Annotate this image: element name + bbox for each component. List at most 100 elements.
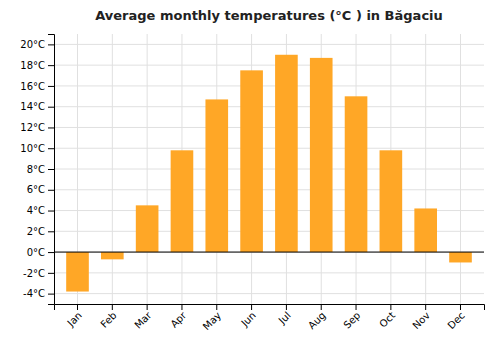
y-tick-label: 10°C	[20, 143, 45, 154]
y-grid-line	[54, 272, 484, 273]
x-tick-label: Sep	[341, 310, 362, 331]
x-tick-mark	[216, 304, 217, 310]
y-tick-mark	[48, 273, 54, 274]
x-grid-line	[112, 34, 113, 304]
y-tick: 18°C	[20, 60, 54, 71]
x-tick: Jun	[238, 304, 258, 329]
y-tick-label: -2°C	[23, 268, 45, 279]
x-tick-mark	[147, 304, 148, 310]
y-tick: 16°C	[20, 81, 54, 92]
x-tick: Mar	[132, 304, 154, 331]
y-tick-mark	[48, 127, 54, 128]
y-tick-label: 4°C	[27, 205, 45, 216]
y-tick-label: 12°C	[20, 122, 45, 133]
zero-line	[54, 252, 484, 253]
y-tick: 8°C	[27, 164, 54, 175]
y-grid-line	[54, 85, 484, 86]
y-grid-line	[54, 106, 484, 107]
x-axis: Jan Feb Mar Apr May Jun Jul Aug Sep Oct Nov Dec	[55, 304, 485, 332]
y-tick-label: 0°C	[27, 247, 45, 258]
plot-area: Jan Feb Mar Apr May Jun Jul Aug Sep Oct Nov Dec -4°C…	[20, 34, 484, 332]
x-tick: Apr	[168, 304, 189, 330]
y-tick-mark	[48, 231, 54, 232]
bar	[66, 252, 89, 291]
y-tick-mark	[48, 65, 54, 66]
x-tick-label: Jun	[238, 310, 258, 330]
y-grid-line	[54, 293, 484, 294]
y-tick-mark	[48, 107, 54, 108]
y-axis: -4°C -2°C 0°C 2°C 4°C 6°C 8°C 10°C 12°C 14°C 16°C 1…	[20, 35, 54, 305]
y-grid-line	[54, 169, 484, 170]
x-tick: Oct	[377, 304, 397, 330]
bar	[101, 252, 124, 259]
y-axis-line	[48, 35, 55, 305]
x-tick: May	[201, 304, 223, 332]
y-tick-label: 6°C	[27, 184, 45, 195]
y-grid-line	[54, 189, 484, 190]
y-tick-mark	[48, 169, 54, 170]
y-tick: 0°C	[27, 247, 54, 258]
x-tick: Jul	[276, 304, 293, 327]
bars	[54, 55, 484, 292]
y-grid-line	[54, 252, 484, 253]
x-tick-label: Feb	[98, 310, 118, 330]
y-grid-line	[54, 65, 484, 66]
chart-container: Jan Feb Mar Apr May Jun Jul Aug Sep Oct Nov Dec -4°C…	[0, 0, 500, 350]
x-tick-label: Jul	[276, 310, 293, 327]
bar	[240, 70, 263, 252]
y-tick: 4°C	[27, 205, 54, 216]
x-axis-line	[55, 305, 485, 311]
x-tick: Nov	[410, 304, 432, 331]
y-tick-label: 14°C	[20, 101, 45, 112]
bar	[275, 55, 298, 252]
grid	[54, 34, 484, 304]
x-grid-line	[460, 34, 461, 304]
y-tick-mark	[48, 86, 54, 87]
x-tick-label: Nov	[410, 310, 432, 332]
y-tick: 2°C	[27, 226, 54, 237]
x-tick-label: Aug	[306, 310, 328, 332]
y-tick-label: 16°C	[20, 81, 45, 92]
y-tick: -4°C	[23, 288, 54, 299]
x-tick-label: Mar	[132, 309, 154, 331]
x-tick-mark	[321, 304, 322, 310]
bar	[414, 208, 437, 252]
x-tick: Jan	[64, 304, 83, 329]
x-tick-mark	[390, 304, 391, 310]
x-grid-line	[425, 34, 426, 304]
y-tick-mark	[48, 190, 54, 191]
chart-svg: Jan Feb Mar Apr May Jun Jul Aug Sep Oct Nov Dec -4°C…	[0, 0, 500, 350]
y-tick: -2°C	[23, 268, 54, 279]
x-tick-label: Dec	[445, 310, 466, 331]
y-tick-mark	[48, 294, 54, 295]
x-tick-mark	[356, 304, 357, 310]
y-tick-label: 20°C	[20, 39, 45, 50]
y-tick: 12°C	[20, 122, 54, 133]
y-tick-mark	[48, 44, 54, 45]
y-tick-label: 8°C	[27, 164, 45, 175]
y-grid-line	[54, 44, 484, 45]
y-grid-line	[54, 127, 484, 128]
y-tick-label: 2°C	[27, 226, 45, 237]
x-grid-line	[147, 34, 148, 304]
bar	[171, 150, 194, 252]
x-tick: Feb	[98, 304, 118, 330]
y-tick-mark	[48, 211, 54, 212]
y-grid-line	[54, 148, 484, 149]
bar	[136, 205, 159, 252]
bar	[345, 96, 368, 252]
x-tick-label: May	[201, 310, 223, 332]
bar	[449, 252, 472, 262]
y-tick: 14°C	[20, 101, 54, 112]
y-tick: 10°C	[20, 143, 54, 154]
y-tick: 20°C	[20, 39, 54, 50]
bar	[380, 150, 403, 252]
y-tick-label: 18°C	[20, 60, 45, 71]
x-tick-mark	[425, 304, 426, 310]
x-tick-mark	[286, 304, 287, 310]
y-tick-mark	[48, 148, 54, 149]
x-tick: Dec	[445, 304, 466, 331]
y-tick: 6°C	[27, 184, 54, 195]
x-tick-mark	[77, 304, 78, 310]
y-tick-label: -4°C	[23, 288, 45, 299]
